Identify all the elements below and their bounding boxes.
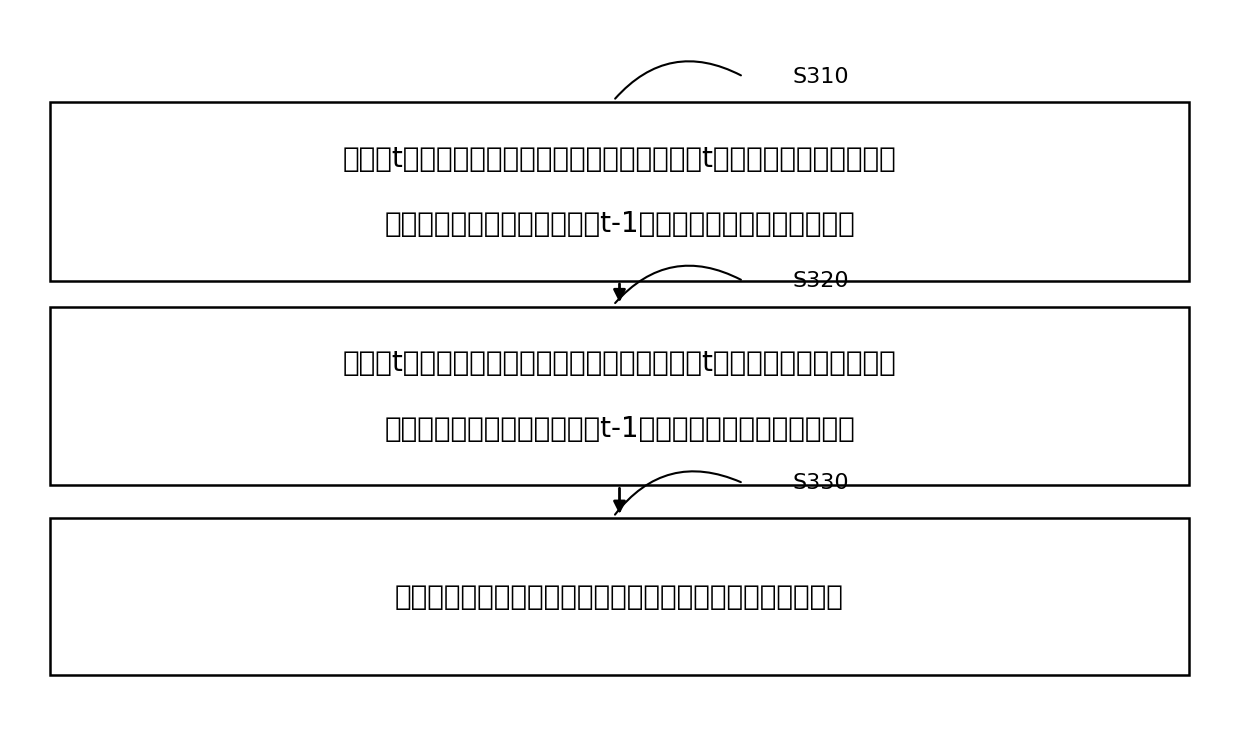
Text: S330: S330: [793, 473, 850, 493]
FancyBboxPatch shape: [50, 102, 1189, 281]
Text: S310: S310: [793, 66, 850, 87]
Text: 关空气站的地理位置信息和第t-1时刻风速，得到第二校正参数: 关空气站的地理位置信息和第t-1时刻风速，得到第二校正参数: [384, 415, 855, 443]
Text: S320: S320: [793, 271, 850, 291]
FancyBboxPatch shape: [50, 307, 1189, 485]
Text: 根据第一校正参数和第二校正参数，对扩散矩阵进行校正处理: 根据第一校正参数和第二校正参数，对扩散矩阵进行校正处理: [395, 583, 844, 611]
FancyBboxPatch shape: [50, 518, 1189, 675]
Text: 关空气站的地理位置信息和第t-1时刻风向，得到第一校正参数: 关空气站的地理位置信息和第t-1时刻风向，得到第一校正参数: [384, 210, 855, 239]
Text: 根据第t时刻被污染的空气站的地理位置信息、第t时刻被污染的空气站的相: 根据第t时刻被污染的空气站的地理位置信息、第t时刻被污染的空气站的相: [343, 349, 896, 377]
Text: 根据第t时刻被污染的空气站的地理位置信息、第t时刻被污染的空气站的相: 根据第t时刻被污染的空气站的地理位置信息、第t时刻被污染的空气站的相: [343, 145, 896, 173]
